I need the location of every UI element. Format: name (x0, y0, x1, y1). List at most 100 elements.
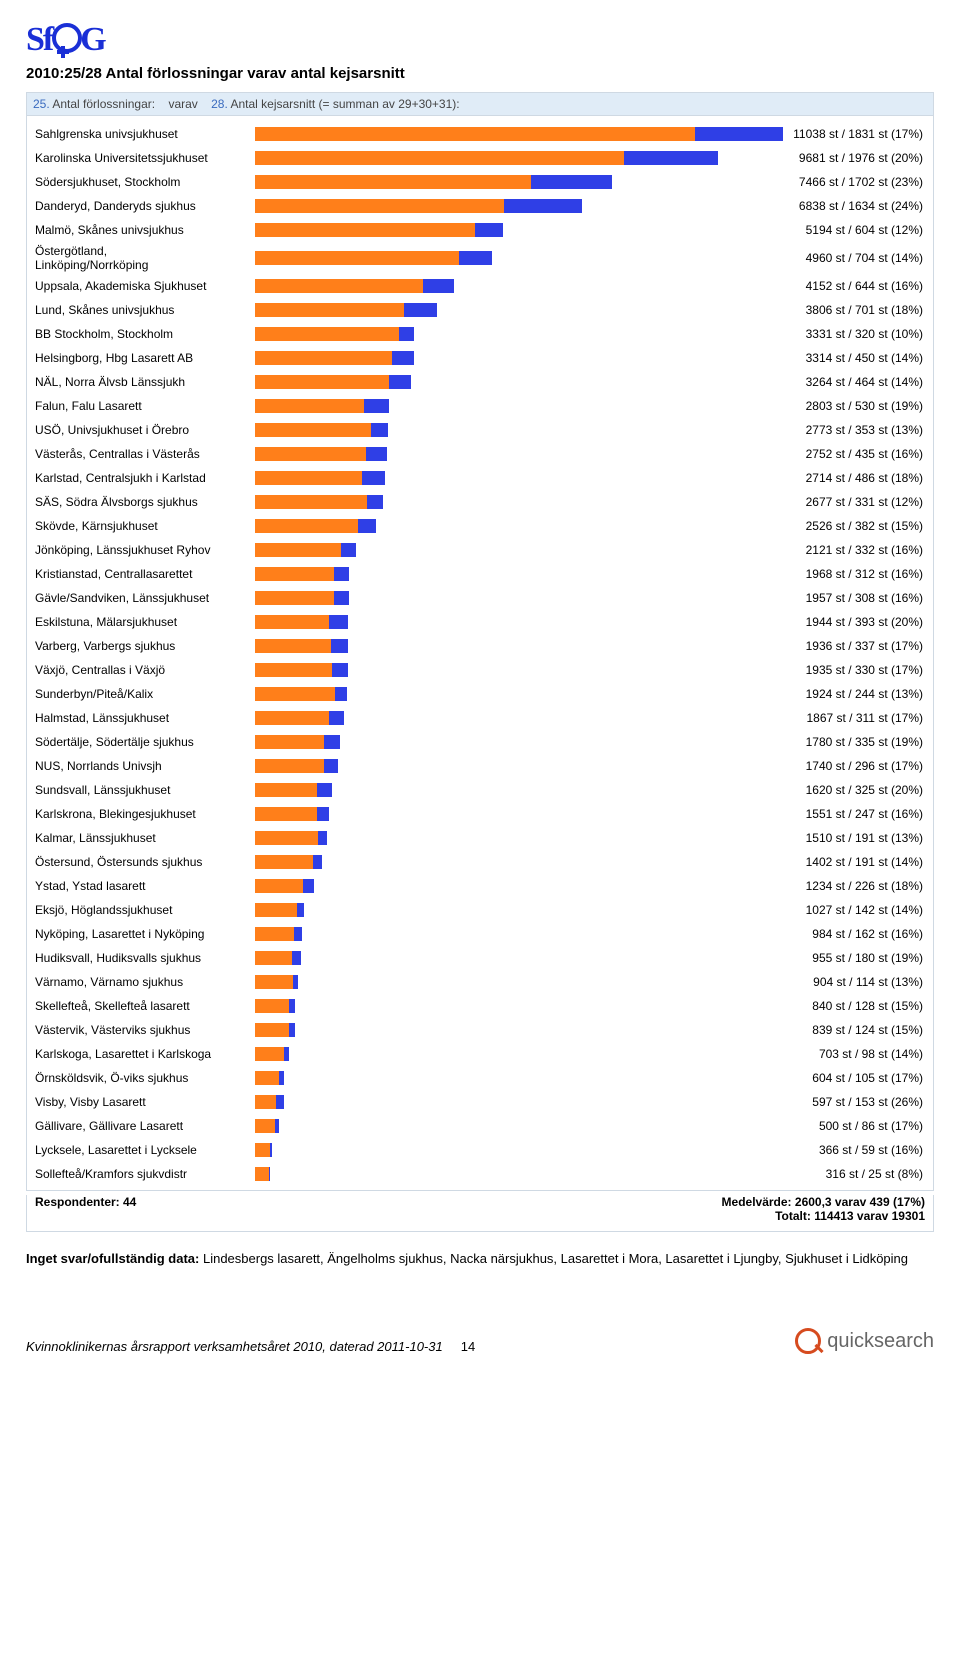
row-bars (255, 831, 783, 845)
row-bars (255, 1167, 783, 1181)
row-label: Jönköping, Länssjukhuset Ryhov (27, 543, 255, 557)
table-row: Nyköping, Lasarettet i Nyköping984 st / … (27, 922, 933, 946)
row-bars (255, 223, 783, 237)
row-bars (255, 759, 783, 773)
table-row: Västerås, Centrallas i Västerås2752 st /… (27, 442, 933, 466)
row-value: 500 st / 86 st (17%) (783, 1119, 933, 1133)
row-value: 4152 st / 644 st (16%) (783, 279, 933, 293)
row-label: BB Stockholm, Stockholm (27, 327, 255, 341)
table-row: Karlskoga, Lasarettet i Karlskoga 703 st … (27, 1042, 933, 1066)
row-value: 703 st / 98 st (14%) (783, 1047, 933, 1061)
row-value: 1027 st / 142 st (14%) (783, 903, 933, 917)
table-row: Östersund, Östersunds sjukhus1402 st / 1… (27, 850, 933, 874)
row-bars (255, 879, 783, 893)
table-row: Jönköping, Länssjukhuset Ryhov2121 st / … (27, 538, 933, 562)
row-bars (255, 327, 783, 341)
row-bars (255, 615, 783, 629)
row-value: 5194 st / 604 st (12%) (783, 223, 933, 237)
logo: Sf G (26, 20, 934, 59)
row-bars (255, 663, 783, 677)
table-row: USÖ, Univsjukhuset i Örebro2773 st / 353… (27, 418, 933, 442)
row-value: 840 st / 128 st (15%) (783, 999, 933, 1013)
row-label: Södertälje, Södertälje sjukhus (27, 735, 255, 749)
row-bars (255, 199, 783, 213)
row-label: Karlskoga, Lasarettet i Karlskoga (27, 1047, 255, 1061)
row-value: 4960 st / 704 st (14%) (783, 251, 933, 265)
table-row: Kalmar, Länssjukhuset1510 st / 191 st (1… (27, 826, 933, 850)
table-row: BB Stockholm, Stockholm 3331 st / 320 st … (27, 322, 933, 346)
row-bars (255, 1119, 783, 1133)
row-label: Lund, Skånes univsjukhus (27, 303, 255, 317)
row-bars (255, 975, 783, 989)
table-row: Hudiksvall, Hudiksvalls sjukhus955 st / … (27, 946, 933, 970)
row-bars (255, 303, 783, 317)
row-bars (255, 951, 783, 965)
table-row: Sundsvall, Länssjukhuset1620 st / 325 st… (27, 778, 933, 802)
row-value: 2714 st / 486 st (18%) (783, 471, 933, 485)
row-bars (255, 735, 783, 749)
row-bars (255, 471, 783, 485)
row-bars (255, 1143, 783, 1157)
table-row: Södersjukhuset, Stockholm7466 st / 1702 … (27, 170, 933, 194)
row-value: 1936 st / 337 st (17%) (783, 639, 933, 653)
row-value: 984 st / 162 st (16%) (783, 927, 933, 941)
row-label: Värnamo, Värnamo sjukhus (27, 975, 255, 989)
row-value: 1924 st / 244 st (13%) (783, 687, 933, 701)
table-row: Örnsköldsvik, Ö-viks sjukhus604 st / 105… (27, 1066, 933, 1090)
row-bars (255, 591, 783, 605)
table-row: Sahlgrenska univsjukhuset11038 st / 1831… (27, 122, 933, 146)
row-value: 1935 st / 330 st (17%) (783, 663, 933, 677)
row-bars (255, 903, 783, 917)
row-label: Helsingborg, Hbg Lasarett AB (27, 351, 255, 365)
row-label: Sahlgrenska univsjukhuset (27, 127, 255, 141)
row-bars (255, 519, 783, 533)
row-label: SÄS, Södra Älvsborgs sjukhus (27, 495, 255, 509)
row-value: 2677 st / 331 st (12%) (783, 495, 933, 509)
row-bars (255, 423, 783, 437)
row-value: 7466 st / 1702 st (23%) (783, 175, 933, 189)
row-label: Falun, Falu Lasarett (27, 399, 255, 413)
row-value: 604 st / 105 st (17%) (783, 1071, 933, 1085)
row-label: Växjö, Centrallas i Växjö (27, 663, 255, 677)
row-value: 1944 st / 393 st (20%) (783, 615, 933, 629)
row-value: 904 st / 114 st (13%) (783, 975, 933, 989)
table-row: Kristianstad, Centrallasarettet1968 st /… (27, 562, 933, 586)
row-label: Eksjö, Höglandssjukhuset (27, 903, 255, 917)
table-row: Karolinska Universitetssjukhuset9681 st … (27, 146, 933, 170)
table-row: Danderyd, Danderyds sjukhus6838 st / 163… (27, 194, 933, 218)
logo-left: Sf (26, 21, 52, 58)
row-value: 2526 st / 382 st (15%) (783, 519, 933, 533)
row-bars (255, 567, 783, 581)
row-label: Västerås, Centrallas i Västerås (27, 447, 255, 461)
row-bars (255, 687, 783, 701)
table-row: Skellefteå, Skellefteå lasarett840 st / … (27, 994, 933, 1018)
row-label: Karlstad, Centralsjukh i Karlstad (27, 471, 255, 485)
row-label: NÄL, Norra Älvsb Länssjukh (27, 375, 255, 389)
row-value: 3331 st / 320 st (10%) (783, 327, 933, 341)
row-bars (255, 1023, 783, 1037)
row-label: Sollefteå/Kramfors sjukvdistr (27, 1167, 255, 1181)
summary-right: Medelvärde: 2600,3 varav 439 (17%) Total… (435, 1195, 925, 1223)
row-value: 366 st / 59 st (16%) (783, 1143, 933, 1157)
table-row: Visby, Visby Lasarett597 st / 153 st (26… (27, 1090, 933, 1114)
row-label: Sundsvall, Länssjukhuset (27, 783, 255, 797)
row-bars (255, 783, 783, 797)
table-row: Eskilstuna, Mälarsjukhuset1944 st / 393 … (27, 610, 933, 634)
row-label: Skövde, Kärnsjukhuset (27, 519, 255, 533)
row-label: Danderyd, Danderyds sjukhus (27, 199, 255, 213)
row-label: Halmstad, Länssjukhuset (27, 711, 255, 725)
notes: Inget svar/ofullständig data: Lindesberg… (26, 1250, 934, 1268)
row-value: 3314 st / 450 st (14%) (783, 351, 933, 365)
logo-right: G (80, 21, 104, 58)
row-label: NUS, Norrlands Univsjh (27, 759, 255, 773)
row-value: 1968 st / 312 st (16%) (783, 567, 933, 581)
table-row: Gällivare, Gällivare Lasarett 500 st / 86… (27, 1114, 933, 1138)
row-value: 9681 st / 1976 st (20%) (783, 151, 933, 165)
chart-area: Sahlgrenska univsjukhuset11038 st / 1831… (26, 116, 934, 1191)
row-label: Gällivare, Gällivare Lasarett (27, 1119, 255, 1133)
row-bars (255, 375, 783, 389)
table-row: Lycksele, Lasarettet i Lycksele366 st / … (27, 1138, 933, 1162)
table-row: Karlskrona, Blekingesjukhuset1551 st / 2… (27, 802, 933, 826)
row-value: 1780 st / 335 st (19%) (783, 735, 933, 749)
table-row: Falun, Falu Lasarett2803 st / 530 st (19… (27, 394, 933, 418)
